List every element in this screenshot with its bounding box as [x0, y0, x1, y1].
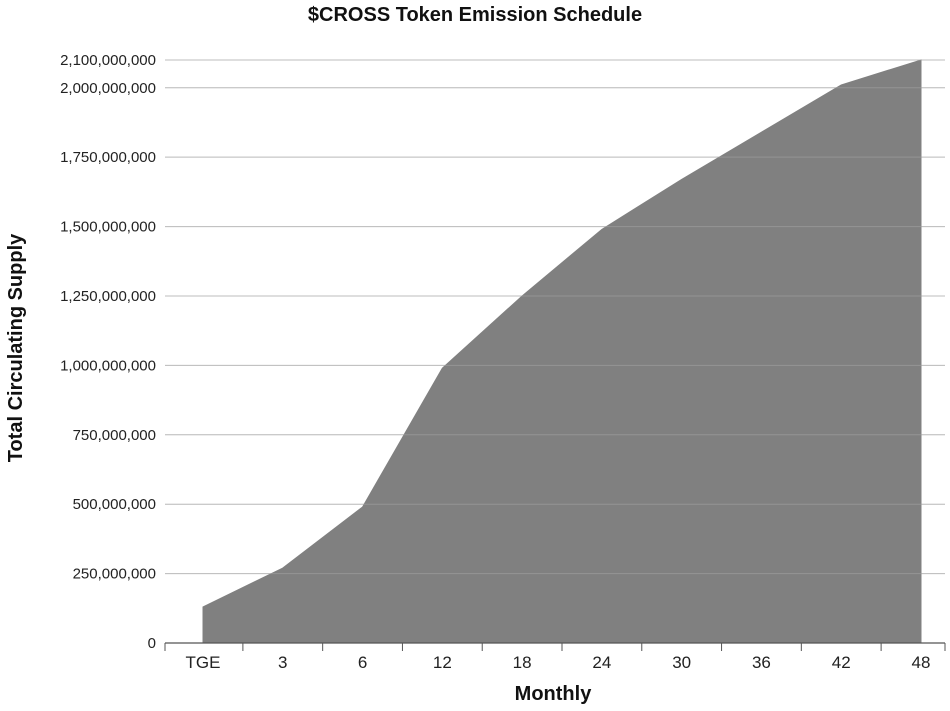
- y-tick-label: 2,100,000,000: [60, 52, 156, 69]
- y-tick-label: 1,250,000,000: [60, 288, 156, 305]
- x-tick-label: 18: [513, 653, 532, 672]
- x-tick-label: 24: [592, 653, 611, 672]
- x-tick-labels: TGE 3 6 12 18 24 30 36 42 48: [186, 653, 931, 672]
- x-tick-label: 36: [752, 653, 771, 672]
- y-tick-label: 1,750,000,000: [60, 149, 156, 166]
- x-tick-label: 3: [278, 653, 287, 672]
- x-tick-label: TGE: [186, 653, 221, 672]
- x-tick-label: 42: [832, 653, 851, 672]
- chart-title: $CROSS Token Emission Schedule: [307, 4, 643, 26]
- y-tick-labels: 0 250,000,000 500,000,000 750,000,000 1,000,…: [60, 52, 156, 652]
- y-tick-label: 250,000,000: [73, 566, 156, 583]
- x-tick-label: 12: [433, 653, 452, 672]
- y-tick-label: 1,000,000,000: [60, 357, 156, 374]
- y-tick-label: 0: [148, 635, 156, 652]
- x-axis-title: Monthly: [515, 683, 593, 705]
- x-tick-label: 30: [672, 653, 691, 672]
- y-tick-label: 500,000,000: [73, 496, 156, 513]
- y-tick-label: 750,000,000: [73, 427, 156, 444]
- axes: [164, 642, 946, 651]
- y-axis-title: Total Circulating Supply: [5, 233, 27, 462]
- y-tick-label: 2,000,000,000: [60, 80, 156, 97]
- x-tick-label: 48: [912, 653, 931, 672]
- y-tick-label: 1,500,000,000: [60, 219, 156, 236]
- supply-area: [202, 59, 922, 644]
- x-tick-label: 6: [358, 653, 367, 672]
- area-series: [165, 59, 945, 644]
